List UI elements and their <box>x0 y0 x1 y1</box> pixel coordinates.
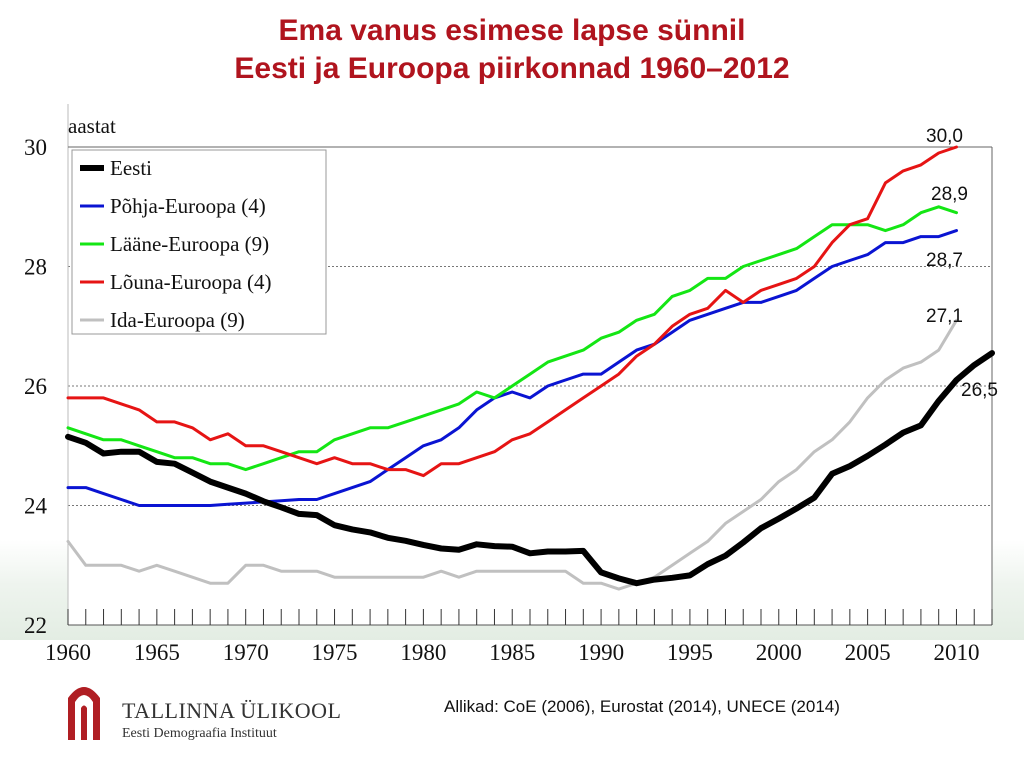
university-logo: TALLINNA ÜLIKOOL Eesti Demograafia Insti… <box>60 672 400 752</box>
x-tick-label: 1970 <box>223 640 269 665</box>
x-tick-label: 1960 <box>45 640 91 665</box>
series-line-laane <box>66 205 958 472</box>
title-line-1: Ema vanus esimese lapse sünnil <box>278 14 746 47</box>
annotation-eesti: 26,5 <box>961 380 998 401</box>
x-tick-label: 1995 <box>667 640 713 665</box>
logo-name: TALLINNA ÜLIKOOL <box>122 698 342 723</box>
y-tick-label: 30 <box>24 135 47 160</box>
y-tick-label: 24 <box>24 494 48 519</box>
slide-title: Ema vanus esimese lapse sünnil Eesti ja … <box>0 12 1024 88</box>
x-tick-label: 2010 <box>933 640 979 665</box>
source-note: Allikad: CoE (2006), Eurostat (2014), UN… <box>444 697 840 716</box>
legend-box <box>71 149 327 335</box>
series-line-eesti <box>65 350 995 587</box>
legend-label-pohja: Põhja-Euroopa (4) <box>110 194 266 218</box>
y-tick-label: 26 <box>24 374 47 399</box>
x-tick-label: 1990 <box>578 640 624 665</box>
annotation-pohja: 28,7 <box>926 250 963 271</box>
x-tick-label: 2005 <box>845 640 891 665</box>
annotation-ida: 27,1 <box>926 306 963 327</box>
x-tick-label: 1965 <box>134 640 180 665</box>
y-tick-label: 28 <box>24 255 47 280</box>
x-tick-label: 2000 <box>756 640 802 665</box>
legend-label-ida: Ida-Euroopa (9) <box>110 308 245 332</box>
series-line-louna <box>66 145 958 478</box>
y-tick-label: 22 <box>24 613 47 638</box>
legend-label-laane: Lääne-Euroopa (9) <box>110 232 269 256</box>
legend-label-louna: Lõuna-Euroopa (4) <box>110 270 272 294</box>
plot-frame <box>67 104 993 626</box>
university-emblem-icon <box>68 687 100 740</box>
end-value-labels: 30,0 28,9 28,7 27,1 26,5 <box>926 126 998 401</box>
y-tick-labels: 22 24 26 28 30 <box>24 135 48 638</box>
x-tick-label: 1975 <box>312 640 358 665</box>
logo-subtitle: Eesti Demograafia Instituut <box>122 726 277 741</box>
legend-label-eesti: Eesti <box>110 156 152 180</box>
series-line-pohja <box>66 229 958 507</box>
x-tick-label: 1985 <box>489 640 535 665</box>
annotation-louna: 30,0 <box>926 126 963 147</box>
y-axis-label: aastat <box>68 114 116 138</box>
annotation-laane: 28,9 <box>931 184 968 205</box>
x-tick-label: 1980 <box>400 640 446 665</box>
title-line-2: Eesti ja Euroopa piirkonnad 1960–2012 <box>234 52 790 85</box>
series-lines <box>65 145 995 591</box>
series-line-ida <box>66 318 958 591</box>
x-tick-marks: 1960 1965 1970 1975 1980 1985 1990 1995 2000 2005… <box>45 609 993 665</box>
legend: Eesti Põhja-Euroopa (4) Lääne-Euroopa (9) L… <box>71 149 327 335</box>
